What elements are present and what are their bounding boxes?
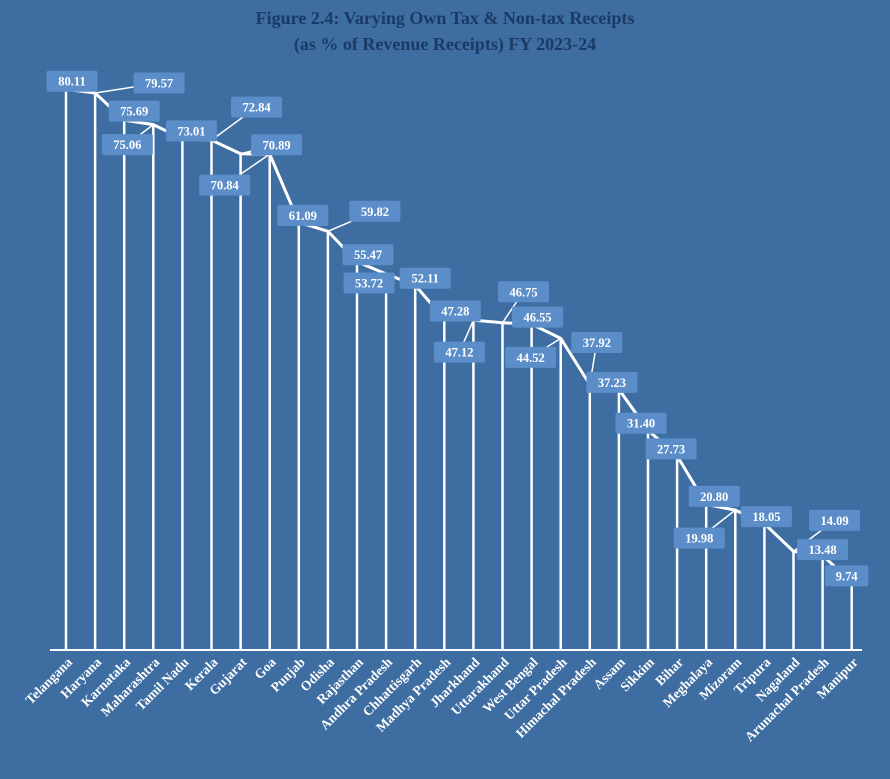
data-label-box	[645, 438, 697, 460]
data-label-value: 37.23	[598, 376, 626, 390]
data-label-value: 52.11	[411, 272, 438, 286]
data-label-value: 80.11	[58, 75, 85, 89]
data-label-value: 73.01	[177, 124, 205, 138]
data-label-box	[615, 412, 667, 434]
data-label-value: 70.89	[263, 138, 291, 152]
data-label-box	[277, 204, 329, 226]
data-label-value: 61.09	[289, 209, 317, 223]
data-label-box	[343, 272, 395, 294]
data-label-value: 13.48	[809, 543, 837, 557]
data-label-box	[505, 346, 557, 368]
data-label-box	[101, 134, 153, 156]
data-label-value: 37.92	[583, 336, 611, 350]
series-line	[64, 87, 854, 584]
data-label-value: 53.72	[355, 276, 383, 290]
data-label-box	[399, 267, 451, 289]
data-label-box	[825, 565, 869, 587]
data-label-box	[133, 72, 185, 94]
data-label-box	[429, 300, 481, 322]
data-label-box	[586, 371, 638, 393]
data-label-value: 14.09	[820, 514, 848, 528]
data-label-value: 27.73	[657, 442, 685, 456]
data-label-box	[673, 527, 725, 549]
data-label-value: 47.12	[445, 346, 473, 360]
data-label-box	[797, 539, 849, 561]
data-label-value: 9.74	[836, 569, 859, 583]
data-label-box	[46, 70, 98, 92]
category-label: Sikkim	[617, 654, 657, 694]
data-label-value: 79.57	[145, 77, 173, 91]
data-label-box	[433, 341, 485, 363]
data-label-box	[108, 100, 160, 122]
data-label-value: 20.80	[700, 490, 728, 504]
data-label-box	[231, 96, 282, 118]
data-label-value: 46.75	[509, 285, 537, 299]
chart-title-line1: Figure 2.4: Varying Own Tax & Non-tax Re…	[255, 8, 635, 28]
data-label-value: 46.55	[524, 311, 552, 325]
data-label-value: 72.84	[242, 101, 271, 115]
data-label-value: 55.47	[354, 248, 382, 262]
data-label-box	[165, 120, 217, 142]
data-label-value: 75.69	[120, 105, 148, 119]
data-label-box	[512, 306, 564, 328]
data-label-box	[498, 281, 549, 303]
data-label-value: 19.98	[685, 532, 713, 546]
data-label-box	[251, 134, 303, 156]
data-label-value: 70.84	[211, 179, 240, 193]
data-label-value: 75.06	[113, 138, 141, 152]
chart-title-line2: (as % of Revenue Receipts) FY 2023-24	[293, 34, 597, 54]
data-label-value: 18.05	[752, 510, 780, 524]
data-label-value: 59.82	[361, 205, 389, 219]
data-label-value: 44.52	[517, 351, 545, 365]
data-label-box	[688, 485, 740, 507]
data-label-box	[342, 244, 394, 266]
data-label-value: 31.40	[627, 417, 655, 431]
data-label-value: 47.28	[441, 305, 469, 319]
data-label-box	[740, 506, 792, 528]
data-label-box	[199, 174, 251, 196]
data-label-box	[809, 509, 860, 531]
data-label-box	[349, 200, 401, 222]
data-label-box	[571, 332, 623, 354]
